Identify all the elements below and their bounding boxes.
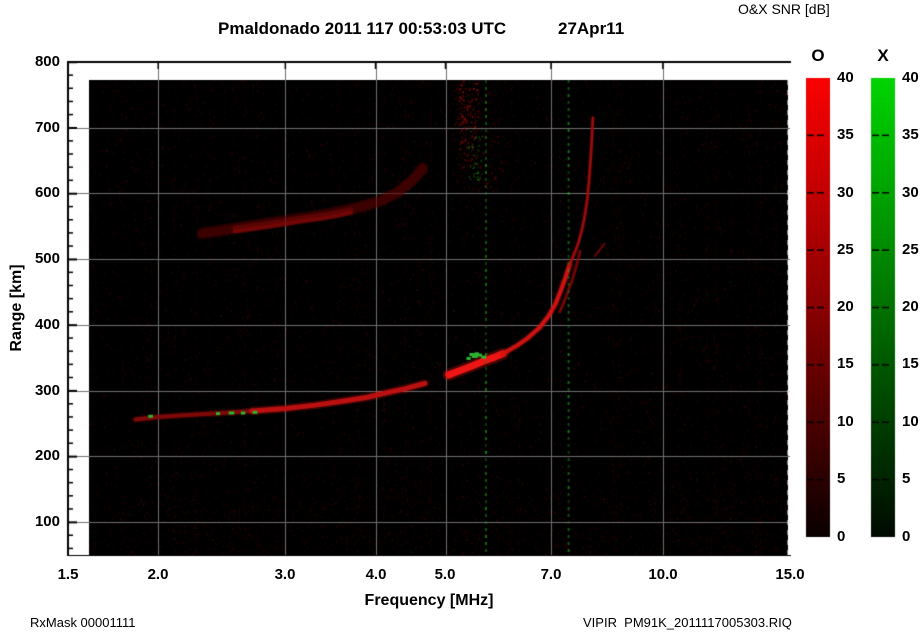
source-file-label: VIPIR PM91K_2011117005303.RIQ: [583, 615, 792, 630]
colorbar-x-header: X: [877, 46, 889, 65]
colorbar-o-header: O: [811, 46, 825, 65]
cbar-o-tick: 5: [837, 470, 846, 487]
cbar-o-tick: 40: [837, 69, 854, 86]
x-tick: 5.0: [434, 566, 456, 583]
cbar-o-tick: 0: [837, 528, 846, 545]
cbar-o-tick: 30: [837, 184, 854, 201]
y-tick: 400: [34, 316, 60, 333]
x-tick: 10.0: [648, 566, 678, 583]
y-tick: 100: [34, 513, 60, 530]
page-title: Pmaldonado 2011 117 00:53:03 UTC: [218, 19, 507, 38]
x-tick: 15.0: [775, 566, 805, 583]
rxmask-status: RxMask 00001111: [30, 615, 136, 630]
title-date: 27Apr11: [558, 19, 625, 38]
cbar-o-tick: 15: [837, 355, 854, 372]
x-axis-label: Frequency [MHz]: [364, 592, 494, 609]
cbar-x-tick: 30: [902, 184, 919, 201]
cbar-o-tick: 35: [837, 126, 854, 143]
cbar-x-tick: 0: [902, 528, 911, 545]
y-tick: 500: [34, 250, 60, 267]
cbar-o-tick: 20: [837, 298, 854, 315]
cbar-x-tick: 20: [902, 298, 919, 315]
x-tick: 2.0: [147, 566, 169, 583]
cbar-x-tick: 35: [902, 126, 919, 143]
cbar-o-tick: 10: [837, 413, 854, 430]
y-tick: 200: [34, 447, 60, 464]
y-tick: 800: [34, 53, 60, 70]
y-tick: 600: [34, 184, 60, 201]
x-tick: 3.0: [274, 566, 296, 583]
x-tick: 1.5: [57, 566, 79, 583]
cbar-x-tick: 40: [902, 69, 919, 86]
y-axis-label: Range [km]: [8, 264, 25, 352]
cbar-x-tick: 10: [902, 413, 919, 430]
x-tick: 4.0: [365, 566, 387, 583]
cbar-o-tick: 25: [837, 241, 854, 258]
cbar-x-tick: 25: [902, 241, 919, 258]
cbar-x-tick: 15: [902, 355, 919, 372]
y-tick: 700: [34, 119, 60, 136]
cbar-x-tick: 5: [902, 470, 911, 487]
colorbar-title: O&X SNR [dB]: [738, 1, 830, 17]
x-tick: 7.0: [540, 566, 562, 583]
y-tick: 300: [34, 382, 60, 399]
